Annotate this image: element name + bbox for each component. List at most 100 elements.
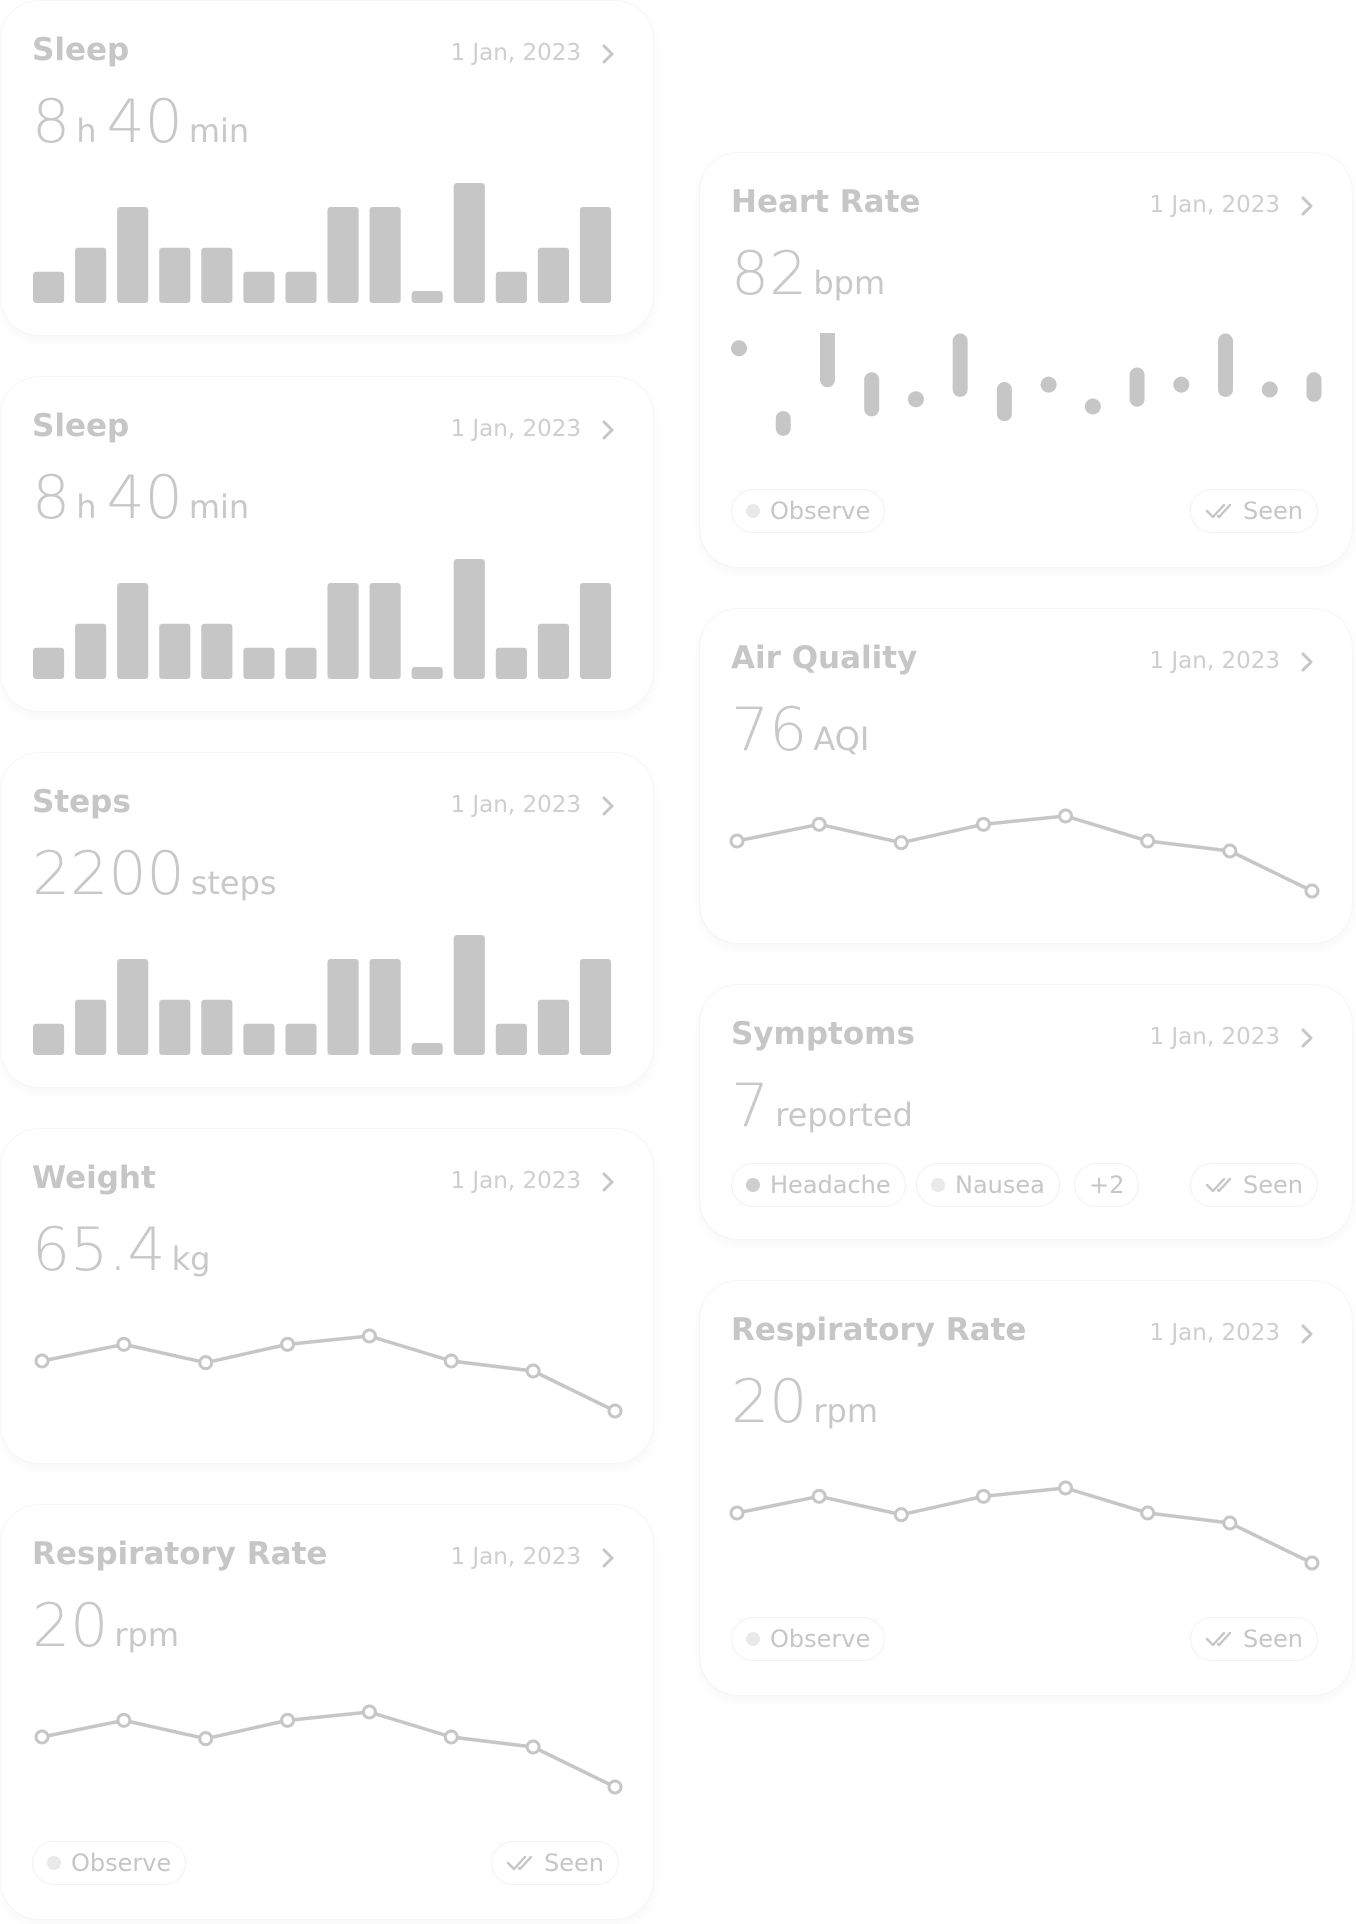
chart-point <box>280 1712 296 1728</box>
more-symptoms-badge[interactable]: +2 <box>1074 1163 1140 1207</box>
seen-badge[interactable]: Seen <box>1190 1163 1318 1207</box>
symptoms-count: 7 <box>731 1071 770 1141</box>
seen-badge[interactable]: Seen <box>1190 1617 1318 1661</box>
chart-point <box>525 1363 541 1379</box>
chevron-right-icon[interactable] <box>1296 651 1318 673</box>
chart-bar <box>579 959 612 1055</box>
sleep-value: 8 h 40 min <box>32 463 249 533</box>
chart-bar <box>369 583 401 679</box>
chart-point <box>811 1488 827 1504</box>
chart-bar <box>201 623 233 679</box>
weight-line-chart <box>34 1328 623 1419</box>
card-title: Heart Rate <box>731 184 921 220</box>
minutes-unit: min <box>188 488 250 526</box>
chevron-right-icon[interactable] <box>597 1171 619 1193</box>
air-quality-card[interactable]: Air Quality 1 Jan, 2023 76 AQI <box>699 608 1353 944</box>
card-date: 1 Jan, 2023 <box>450 1544 581 1570</box>
chart-bar <box>537 623 569 679</box>
card-date: 1 Jan, 2023 <box>1149 648 1280 674</box>
chart-point <box>811 816 827 832</box>
card-date: 1 Jan, 2023 <box>450 1168 581 1194</box>
chart-bar <box>453 935 485 1055</box>
observe-badge[interactable]: Observe <box>731 1617 886 1661</box>
symptom-tag-nausea[interactable]: Nausea <box>916 1163 1060 1207</box>
more-count: +2 <box>1089 1171 1125 1199</box>
air-quality-line-chart <box>729 808 1320 899</box>
chart-bar <box>243 1023 275 1055</box>
chart-bar <box>117 207 149 303</box>
card-title: Respiratory Rate <box>731 1312 1027 1348</box>
tag-dot <box>746 1178 760 1192</box>
chart-point <box>893 1507 909 1523</box>
chevron-right-icon[interactable] <box>597 795 619 817</box>
chevron-right-icon[interactable] <box>1296 195 1318 217</box>
chart-line <box>41 1710 616 1789</box>
status-dot <box>746 504 760 518</box>
chart-bar <box>369 207 401 303</box>
weight-unit: kg <box>171 1240 211 1278</box>
status-dot <box>47 1856 61 1870</box>
respiratory-rate-card[interactable]: Respiratory Rate 1 Jan, 2023 20 rpm Obser… <box>0 1504 654 1920</box>
chevron-right-icon[interactable] <box>1296 1027 1318 1049</box>
minutes-value: 40 <box>106 463 183 533</box>
seen-label: Seen <box>1243 1171 1303 1199</box>
chart-point <box>1261 381 1278 398</box>
chart-point <box>116 1712 132 1728</box>
aqi-unit: AQI <box>813 720 870 758</box>
hours-value: 8 <box>32 87 71 157</box>
chart-point <box>34 1729 50 1745</box>
minutes-value: 40 <box>106 87 183 157</box>
seen-label: Seen <box>544 1849 604 1877</box>
respiratory-unit: rpm <box>114 1616 179 1654</box>
steps-card[interactable]: Steps 1 Jan, 2023 2200 steps <box>0 752 654 1088</box>
chevron-right-icon[interactable] <box>597 419 619 441</box>
weight-card[interactable]: Weight 1 Jan, 2023 65.4 kg <box>0 1128 654 1464</box>
card-date: 1 Jan, 2023 <box>450 40 581 66</box>
chart-point <box>729 1505 745 1521</box>
chart-bar <box>243 271 275 303</box>
tag-label: Nausea <box>955 1171 1045 1199</box>
chart-bar <box>285 647 317 679</box>
respiratory-rate-card[interactable]: Respiratory Rate 1 Jan, 2023 20 rpm Obser… <box>699 1280 1353 1696</box>
chart-point <box>280 1336 296 1352</box>
steps-bar-chart <box>33 935 612 1055</box>
tag-label: Headache <box>770 1171 891 1199</box>
chart-line <box>736 814 1313 893</box>
air-quality-value: 76 AQI <box>731 695 869 765</box>
observe-label: Observe <box>770 1625 871 1653</box>
chart-point <box>198 1731 214 1747</box>
symptom-tag-headache[interactable]: Headache <box>731 1163 906 1207</box>
chart-point <box>1222 1515 1238 1531</box>
chart-point <box>729 833 745 849</box>
chart-bar <box>411 291 443 303</box>
card-date: 1 Jan, 2023 <box>450 792 581 818</box>
card-title: Symptoms <box>731 1016 915 1052</box>
sleep-card[interactable]: Sleep 1 Jan, 2023 8 h 40 min <box>0 0 654 336</box>
observe-label: Observe <box>71 1849 172 1877</box>
seen-badge[interactable]: Seen <box>1190 489 1318 533</box>
sleep-card[interactable]: Sleep 1 Jan, 2023 8 h 40 min <box>0 376 654 712</box>
hours-unit: h <box>76 488 97 526</box>
observe-badge[interactable]: Observe <box>32 1841 187 1885</box>
observe-label: Observe <box>770 497 871 525</box>
chart-bar <box>327 207 359 303</box>
observe-badge[interactable]: Observe <box>731 489 886 533</box>
respiratory-number: 20 <box>32 1591 109 1661</box>
symptoms-card[interactable]: Symptoms 1 Jan, 2023 7 reported Headache … <box>699 984 1353 1240</box>
heart-rate-card[interactable]: Heart Rate 1 Jan, 2023 82 bpm Observe See… <box>699 152 1353 568</box>
heart-rate-range-chart <box>731 333 1322 436</box>
chart-point <box>525 1739 541 1755</box>
chart-bar <box>537 999 569 1055</box>
card-title: Air Quality <box>731 640 918 676</box>
respiratory-value: 20 rpm <box>32 1591 179 1661</box>
chart-bar <box>33 1023 65 1055</box>
card-title: Sleep <box>32 32 130 68</box>
respiratory-number: 20 <box>731 1367 808 1437</box>
chevron-right-icon[interactable] <box>597 1547 619 1569</box>
seen-badge[interactable]: Seen <box>491 1841 619 1885</box>
chevron-right-icon[interactable] <box>1296 1323 1318 1345</box>
chevron-right-icon[interactable] <box>597 43 619 65</box>
chart-bar <box>369 959 401 1055</box>
heart-rate-value: 82 bpm <box>731 239 885 309</box>
card-title: Sleep <box>32 408 130 444</box>
